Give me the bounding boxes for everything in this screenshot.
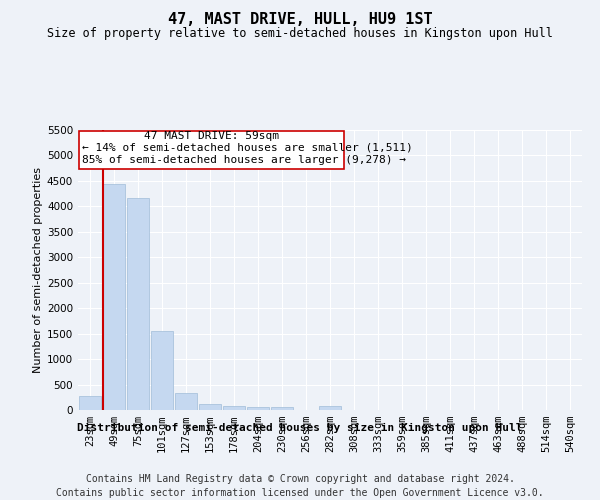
Bar [199,404,221,410]
Bar [319,406,341,410]
Text: 85% of semi-detached houses are larger (9,278) →: 85% of semi-detached houses are larger (… [82,155,406,165]
Bar [103,184,125,410]
Text: Contains HM Land Registry data © Crown copyright and database right 2024.
Contai: Contains HM Land Registry data © Crown c… [56,474,544,498]
FancyBboxPatch shape [79,130,344,169]
Bar [271,407,293,410]
Text: Distribution of semi-detached houses by size in Kingston upon Hull: Distribution of semi-detached houses by … [77,422,523,432]
Y-axis label: Number of semi-detached properties: Number of semi-detached properties [33,167,43,373]
Text: Size of property relative to semi-detached houses in Kingston upon Hull: Size of property relative to semi-detach… [47,28,553,40]
Bar [223,406,245,410]
Bar [247,407,269,410]
Text: 47, MAST DRIVE, HULL, HU9 1ST: 47, MAST DRIVE, HULL, HU9 1ST [167,12,433,28]
Bar [127,198,149,410]
Text: 47 MAST DRIVE: 59sqm: 47 MAST DRIVE: 59sqm [145,132,280,141]
Bar [175,393,197,410]
Bar [79,396,101,410]
Bar [151,330,173,410]
Text: ← 14% of semi-detached houses are smaller (1,511): ← 14% of semi-detached houses are smalle… [82,143,412,153]
